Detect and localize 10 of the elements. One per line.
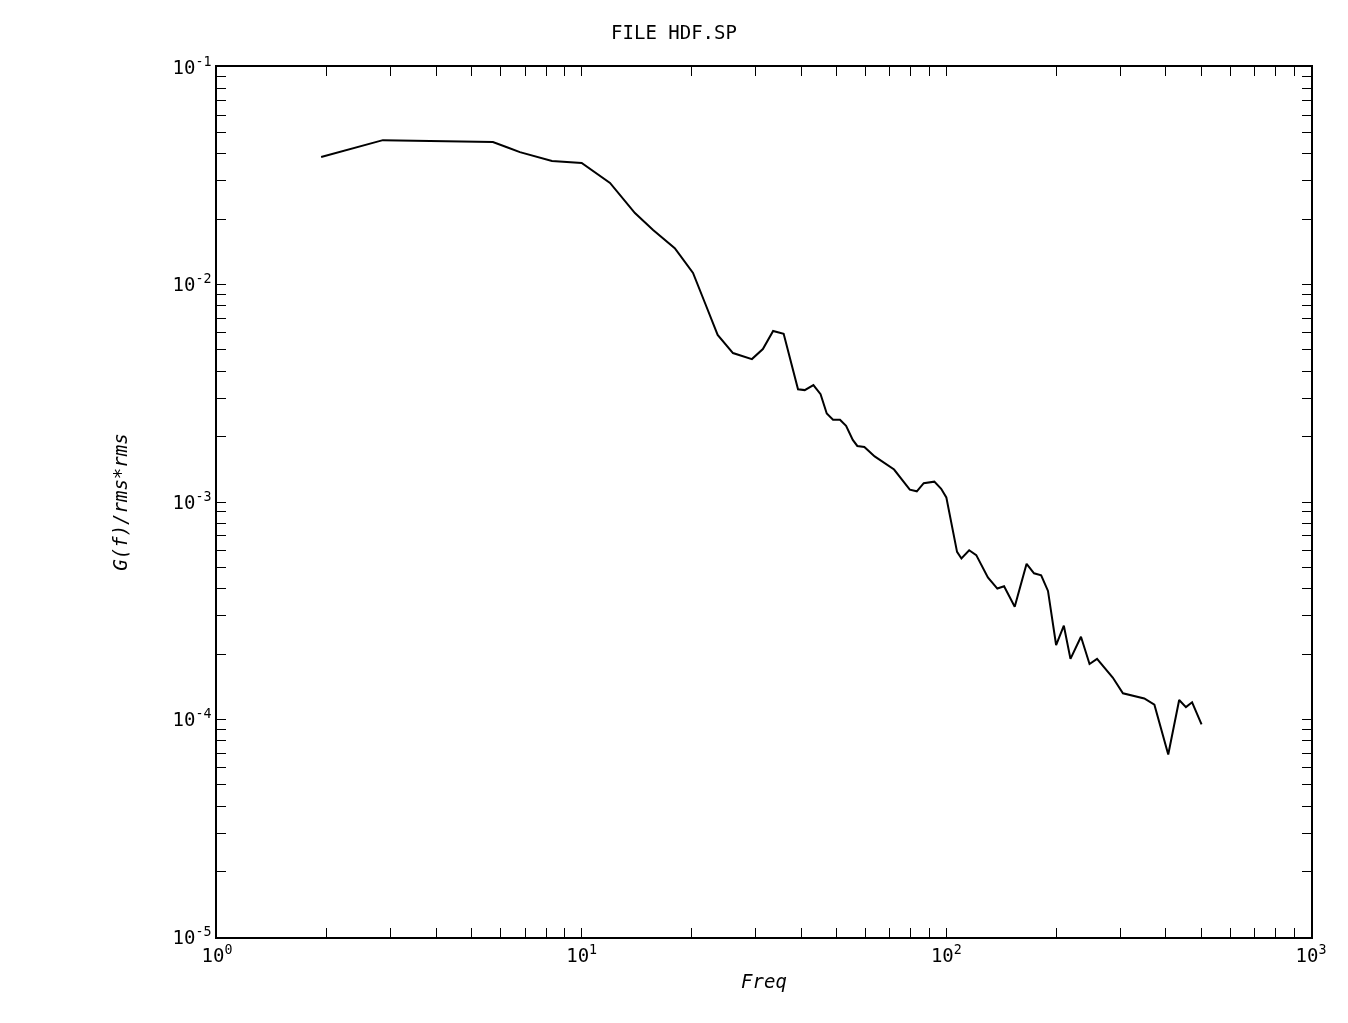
x-tick-label: 10$^{3}$ (1295, 941, 1327, 966)
y-tick-label: 10$^{-3}$ (172, 488, 212, 513)
y-tick-label: 10$^{-2}$ (172, 271, 212, 296)
x-axis-title: Freq (741, 969, 787, 992)
x-tick-label: 10$^{2}$ (930, 941, 962, 966)
chart-title: FILE HDF.SP (611, 20, 737, 43)
y-tick-label: 10$^{-1}$ (172, 53, 212, 78)
y-axis-title: G(f)/rms*rms (108, 433, 131, 571)
y-tick-label: 10$^{-4}$ (172, 706, 212, 731)
x-tick-label: 10$^{1}$ (566, 941, 598, 966)
